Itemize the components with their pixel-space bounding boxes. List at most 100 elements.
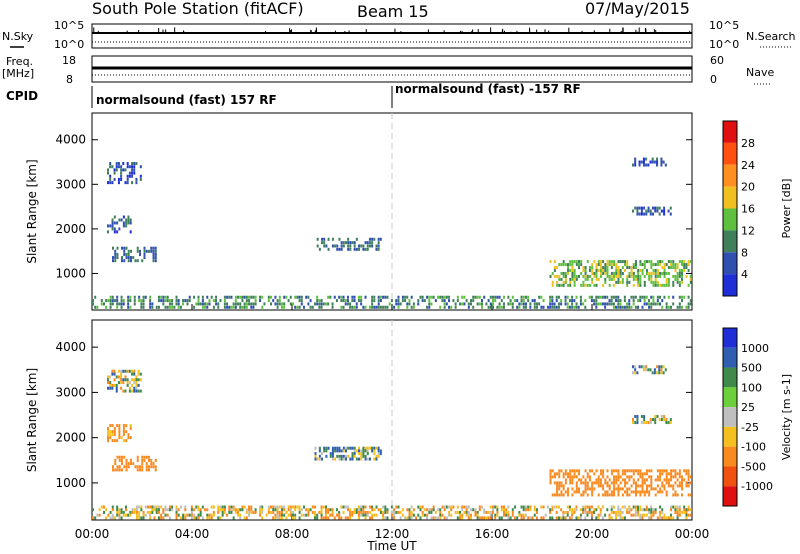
power-echo-cell xyxy=(678,280,681,284)
power-echo-cell xyxy=(615,271,618,275)
power-echo-cell xyxy=(149,305,152,309)
velocity-echo-cell xyxy=(613,490,616,494)
power-echo-cell xyxy=(546,305,549,309)
power-echo-cell xyxy=(626,280,629,284)
noise-tick-bottom-left: 10^0 xyxy=(54,38,84,51)
power-echo-cell xyxy=(590,299,593,303)
power-echo-cell xyxy=(573,260,576,264)
power-echo-cell xyxy=(639,295,642,299)
noise-tick-top-right: 10^5 xyxy=(709,19,739,32)
power-echo-cell xyxy=(177,302,180,306)
power-echo-cell xyxy=(340,244,343,248)
power-echo-cell xyxy=(640,206,643,210)
power-echo-cell xyxy=(417,299,420,303)
velocity-echo-cell xyxy=(109,430,112,434)
power-echo-cell xyxy=(470,302,473,306)
velocity-echo-cell xyxy=(643,490,646,494)
velocity-echo-cell xyxy=(651,371,654,375)
power-echo-cell xyxy=(637,277,640,281)
velocity-echo-cell xyxy=(432,508,435,512)
velocity-echo-cell xyxy=(208,513,211,517)
power-echo-cell xyxy=(298,305,301,309)
velocity-echo-cell xyxy=(645,365,648,369)
power-echo-cell xyxy=(516,299,519,303)
velocity-echo-cell xyxy=(591,493,594,497)
power-echo-cell xyxy=(617,305,620,309)
velocity-echo-cell xyxy=(357,508,360,512)
power-echo-cell xyxy=(377,237,380,241)
power-echo-cell xyxy=(130,256,132,260)
power-echo-cell xyxy=(643,302,646,306)
power-echo-cell xyxy=(375,244,378,248)
power-echo-cell xyxy=(608,260,611,264)
power-echo-cell xyxy=(628,280,631,284)
power-echo-cell xyxy=(617,295,620,299)
velocity-echo-cell xyxy=(148,455,150,459)
velocity-echo-cell xyxy=(325,449,328,453)
velocity-echo-cell xyxy=(439,516,442,520)
velocity-echo-cell xyxy=(689,481,692,485)
velocity-echo-cell xyxy=(672,493,675,497)
power-echo-cell xyxy=(441,295,444,299)
velocity-echo-cell xyxy=(662,365,665,369)
velocity-echo-cell xyxy=(124,369,127,373)
velocity-echo-cell xyxy=(228,510,231,514)
power-echo-cell xyxy=(599,268,602,272)
power-echo-cell xyxy=(217,302,220,306)
power-echo-cell xyxy=(162,295,165,299)
power-echo-cell xyxy=(553,260,556,264)
power-echo-cell xyxy=(184,299,187,303)
power-echo-cell xyxy=(551,302,554,306)
velocity-echo-cell xyxy=(324,505,327,509)
velocity-echo-cell xyxy=(678,510,681,514)
velocity-echo-cell xyxy=(608,487,611,491)
power-echo-cell xyxy=(201,299,204,303)
power-echo-cell xyxy=(281,302,284,306)
power-echo-cell xyxy=(318,299,321,303)
power-echo-cell xyxy=(659,260,662,264)
power-echo-cell xyxy=(640,209,643,213)
power-colorbar-tick: 12 xyxy=(741,224,755,237)
power-echo-cell xyxy=(689,280,692,284)
power-echo-cell xyxy=(626,305,629,309)
velocity-echo-cell xyxy=(637,490,640,494)
velocity-echo-cell xyxy=(160,516,163,520)
velocity-echo-cell xyxy=(636,371,639,375)
power-echo-cell xyxy=(665,305,668,309)
power-echo-cell xyxy=(142,305,145,309)
velocity-echo-cell xyxy=(287,505,290,509)
power-echo-cell xyxy=(126,174,129,178)
velocity-echo-cell xyxy=(107,436,109,440)
power-echo-cell xyxy=(241,295,244,299)
power-echo-cell xyxy=(652,268,655,272)
velocity-echo-cell xyxy=(640,421,643,425)
velocity-echo-cell xyxy=(267,508,270,512)
velocity-echo-cell xyxy=(650,513,653,517)
power-echo-cell xyxy=(610,274,613,278)
velocity-echo-cell xyxy=(375,513,378,517)
velocity-echo-cell xyxy=(384,508,387,512)
power-echo-cell xyxy=(564,280,567,284)
velocity-echo-cell xyxy=(630,475,633,479)
velocity-echo-cell xyxy=(604,513,607,517)
velocity-echo-cell xyxy=(613,478,616,482)
velocity-echo-cell xyxy=(621,493,624,497)
power-echo-cell xyxy=(560,277,563,281)
velocity-echo-cell xyxy=(500,505,503,509)
power-echo-cell xyxy=(129,305,132,309)
velocity-echo-cell xyxy=(217,510,220,514)
velocity-echo-cell xyxy=(137,369,140,373)
power-echo-cell xyxy=(215,295,218,299)
power-echo-cell xyxy=(128,171,131,175)
power-echo-cell xyxy=(654,280,657,284)
velocity-echo-cell xyxy=(292,516,294,520)
power-echo-cell xyxy=(560,283,563,287)
velocity-echo-cell xyxy=(276,508,279,512)
velocity-echo-cell xyxy=(190,510,193,514)
power-echo-cell xyxy=(689,302,692,306)
velocity-echo-cell xyxy=(485,516,488,520)
power-echo-cell xyxy=(665,283,668,287)
velocity-echo-cell xyxy=(281,516,284,520)
power-echo-cell xyxy=(645,295,648,299)
velocity-echo-cell xyxy=(430,510,433,514)
